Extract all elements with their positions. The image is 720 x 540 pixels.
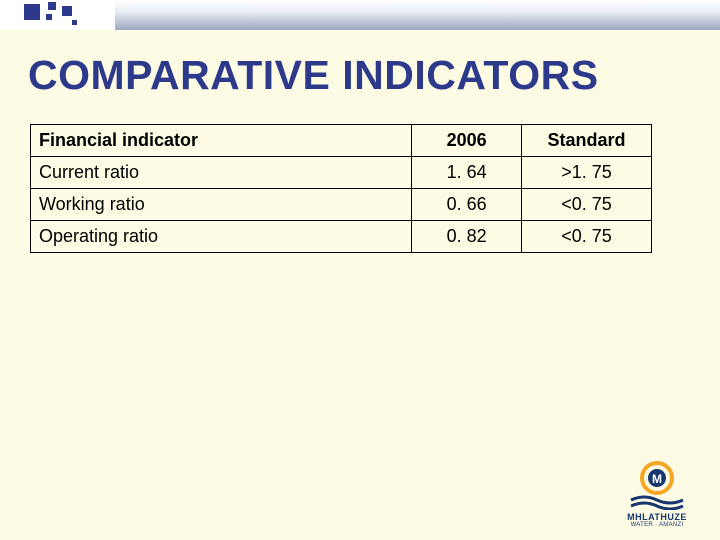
cell-value: 1. 64 xyxy=(412,157,522,189)
col-header-standard: Standard xyxy=(522,125,652,157)
logo-icon: M xyxy=(626,460,688,510)
cell-indicator: Working ratio xyxy=(31,189,412,221)
cell-standard: >1. 75 xyxy=(522,157,652,189)
org-logo: M MHLATHUZE WATER · AMANZI xyxy=(612,460,702,528)
table-row: Current ratio 1. 64 >1. 75 xyxy=(31,157,652,189)
indicators-table: Financial indicator 2006 Standard Curren… xyxy=(30,124,652,253)
col-header-indicator: Financial indicator xyxy=(31,125,412,157)
logo-text-primary: MHLATHUZE xyxy=(612,512,702,522)
accent-square xyxy=(24,4,40,20)
cell-value: 0. 66 xyxy=(412,189,522,221)
logo-text-secondary: WATER · AMANZI xyxy=(612,522,702,528)
table-row: Working ratio 0. 66 <0. 75 xyxy=(31,189,652,221)
accent-square xyxy=(48,2,56,10)
header-white-block xyxy=(0,0,115,30)
accent-square xyxy=(72,20,77,25)
cell-standard: <0. 75 xyxy=(522,189,652,221)
svg-text:M: M xyxy=(652,472,662,486)
page-title: COMPARATIVE INDICATORS xyxy=(28,52,599,99)
cell-value: 0. 82 xyxy=(412,221,522,253)
cell-indicator: Operating ratio xyxy=(31,221,412,253)
accent-square xyxy=(62,6,72,16)
table-row: Operating ratio 0. 82 <0. 75 xyxy=(31,221,652,253)
table-header-row: Financial indicator 2006 Standard xyxy=(31,125,652,157)
cell-standard: <0. 75 xyxy=(522,221,652,253)
col-header-year: 2006 xyxy=(412,125,522,157)
accent-square xyxy=(46,14,52,20)
cell-indicator: Current ratio xyxy=(31,157,412,189)
